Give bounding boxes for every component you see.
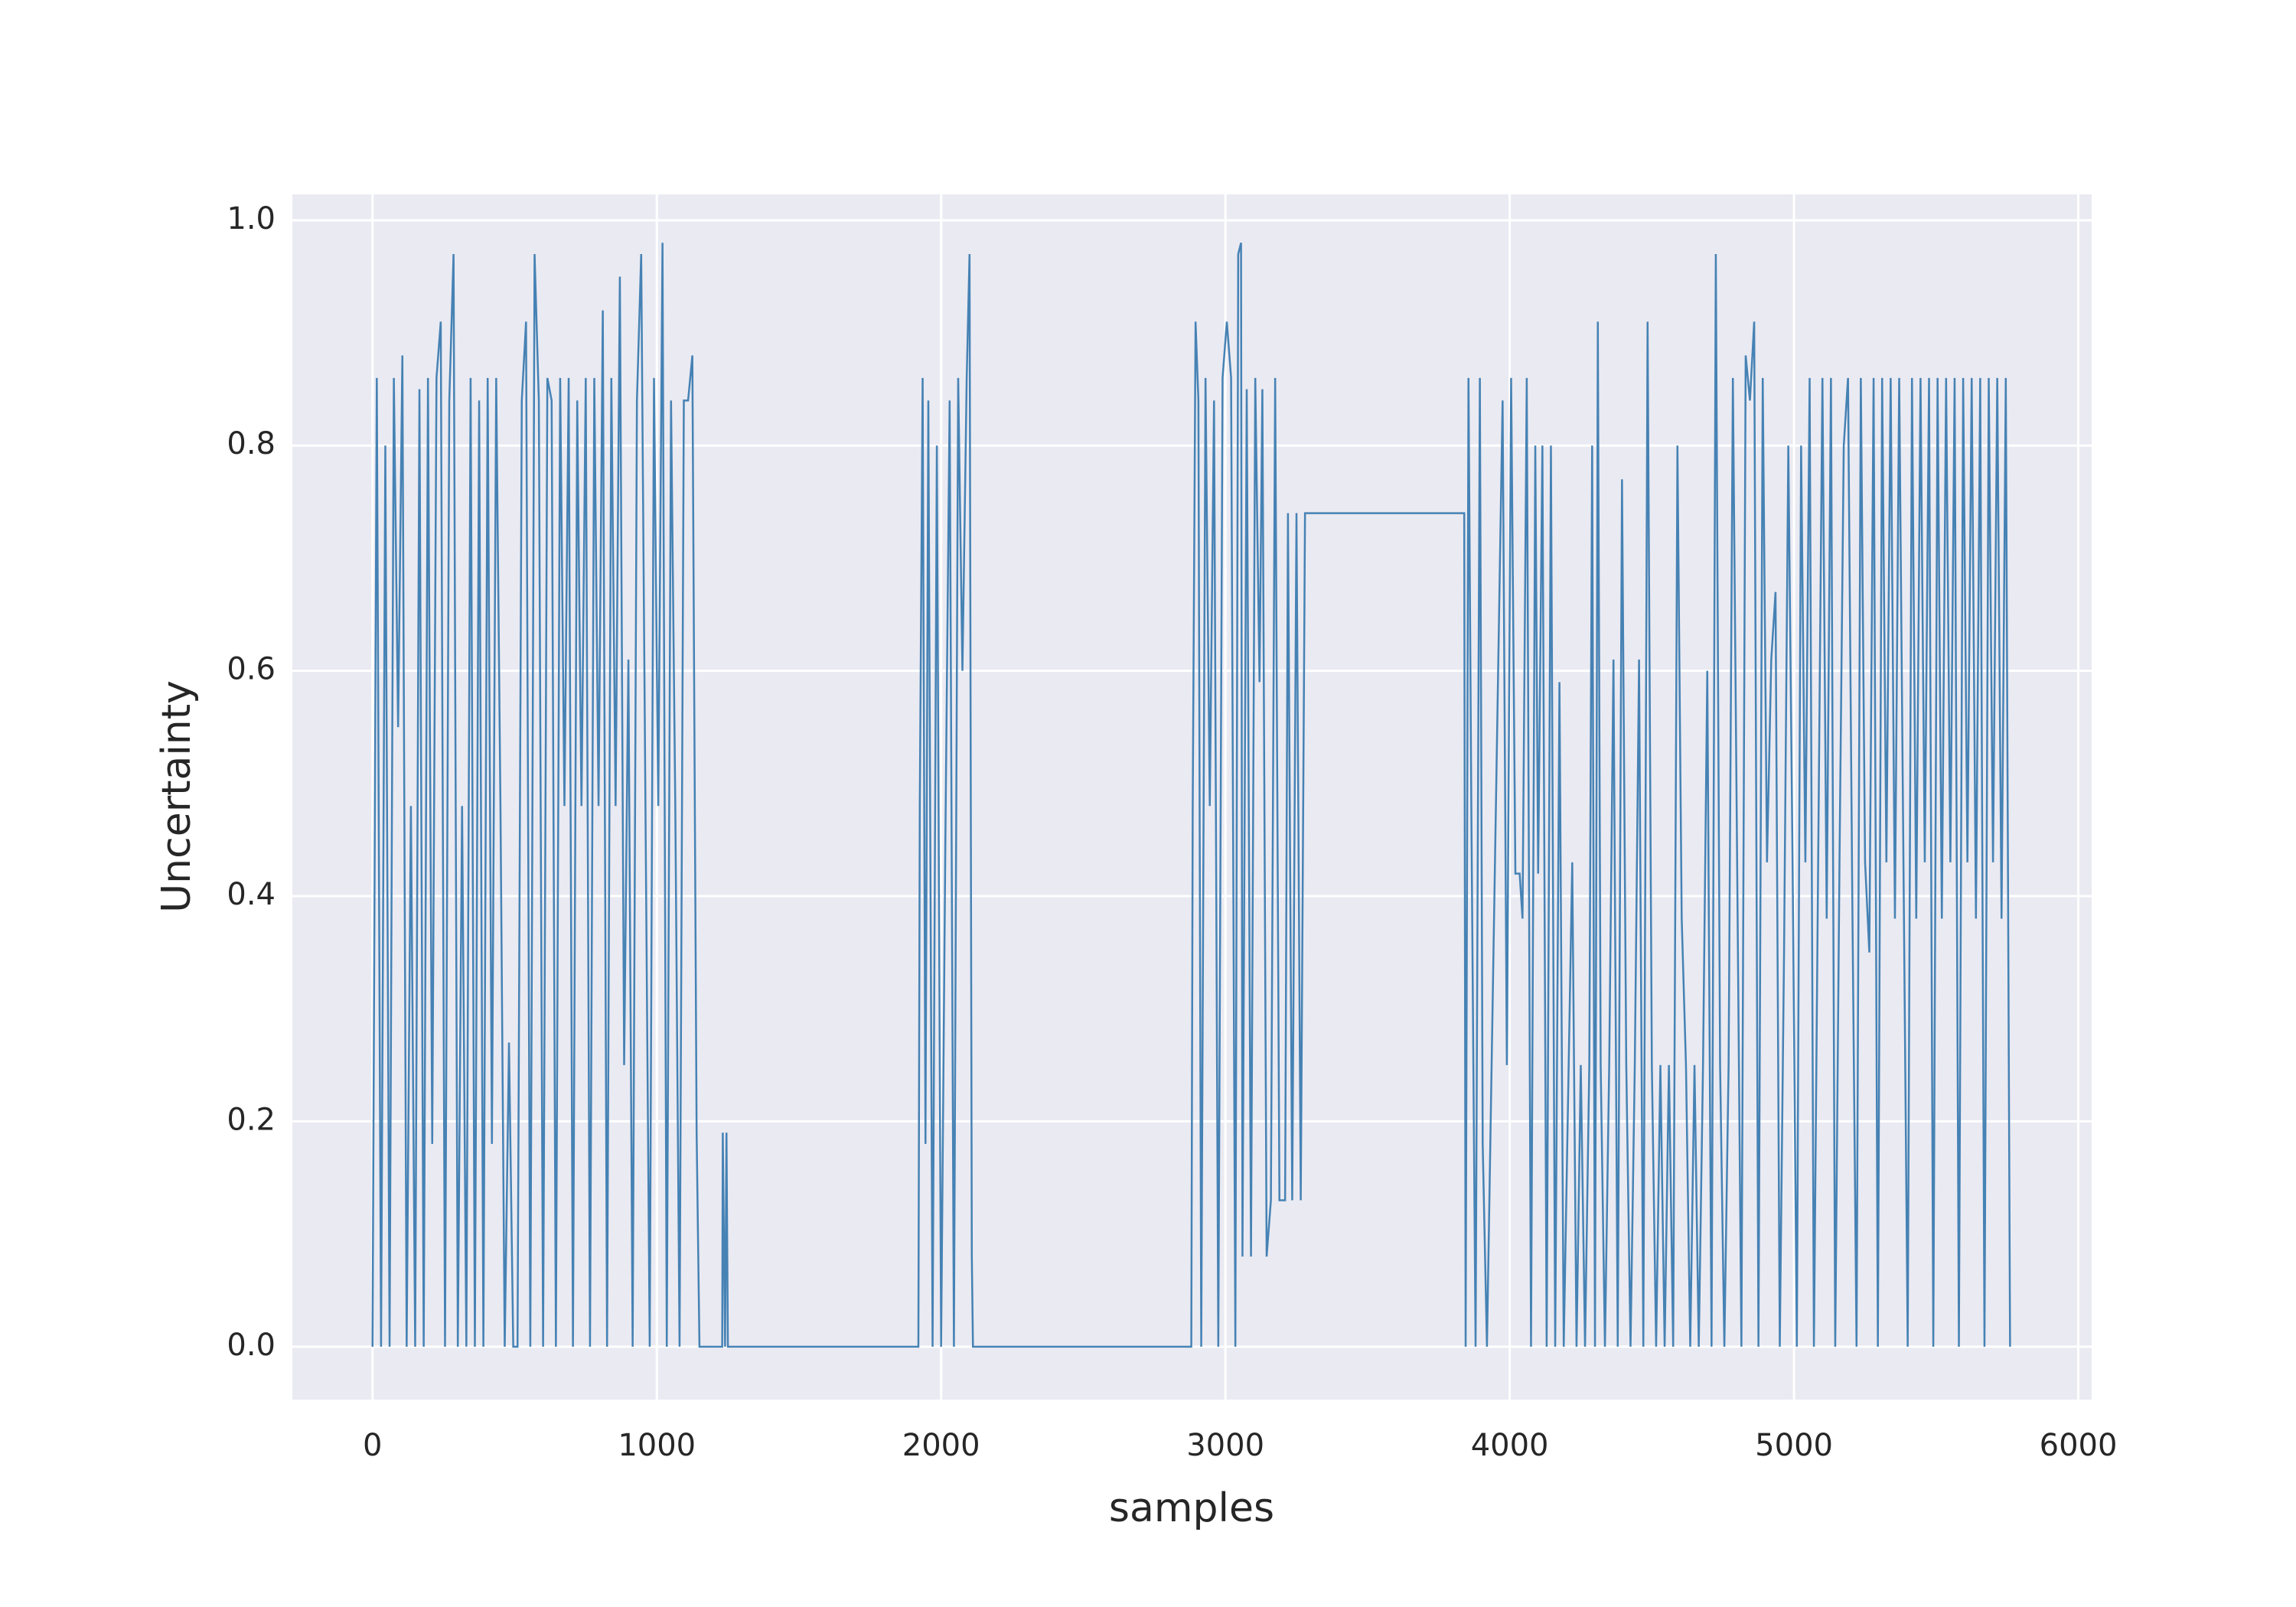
x-tick-label: 3000 (1186, 1428, 1264, 1463)
x-tick-label: 5000 (1755, 1428, 1833, 1463)
x-tick-label: 4000 (1471, 1428, 1549, 1463)
x-tick-label: 6000 (2040, 1428, 2118, 1463)
x-tick-label: 0 (363, 1428, 382, 1463)
y-tick-label: 0.6 (227, 652, 276, 687)
x-tick-label: 1000 (618, 1428, 696, 1463)
x-tick-label: 2000 (902, 1428, 980, 1463)
y-tick-label: 0.4 (227, 877, 276, 912)
y-tick-label: 0.8 (227, 426, 276, 461)
data-line (371, 242, 2011, 1348)
y-tick-label: 0.2 (227, 1102, 276, 1137)
y-axis-title: Uncertainty (154, 680, 200, 913)
x-axis-title: samples (1109, 1485, 1274, 1531)
y-tick-label: 0.0 (227, 1328, 276, 1363)
y-tick-label: 1.0 (227, 201, 276, 236)
